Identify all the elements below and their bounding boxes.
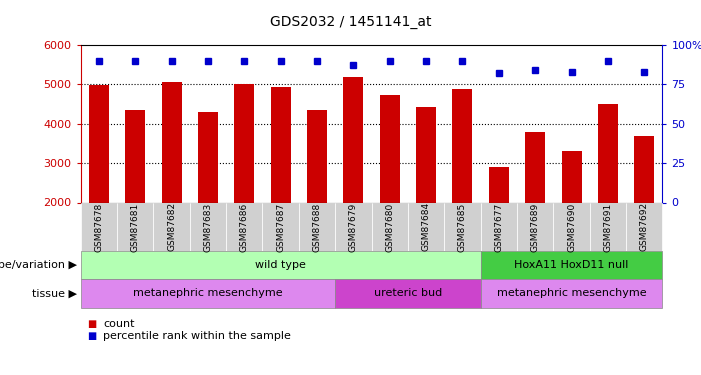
- Text: GSM87688: GSM87688: [313, 202, 322, 252]
- Text: GSM87692: GSM87692: [640, 202, 648, 251]
- Text: GSM87682: GSM87682: [167, 202, 176, 251]
- Bar: [125, 110, 145, 202]
- Text: tissue ▶: tissue ▶: [32, 288, 77, 298]
- Bar: [598, 105, 618, 202]
- Bar: [307, 110, 327, 202]
- Bar: [198, 112, 218, 202]
- Text: GSM87685: GSM87685: [458, 202, 467, 252]
- Bar: [634, 136, 654, 202]
- Text: genotype/variation ▶: genotype/variation ▶: [0, 260, 77, 270]
- Text: GSM87678: GSM87678: [95, 202, 103, 252]
- Text: wild type: wild type: [255, 260, 306, 270]
- Bar: [489, 168, 509, 202]
- Text: ■: ■: [88, 320, 97, 329]
- Bar: [380, 95, 400, 202]
- Text: GSM87677: GSM87677: [494, 202, 503, 252]
- Text: GDS2032 / 1451141_at: GDS2032 / 1451141_at: [270, 15, 431, 29]
- Bar: [416, 107, 436, 202]
- Text: ■: ■: [88, 331, 97, 340]
- Text: GSM87680: GSM87680: [386, 202, 394, 252]
- Text: metanephric mesenchyme: metanephric mesenchyme: [133, 288, 283, 298]
- Text: GSM87683: GSM87683: [203, 202, 212, 252]
- Text: GSM87686: GSM87686: [240, 202, 249, 252]
- Text: ureteric bud: ureteric bud: [374, 288, 442, 298]
- Bar: [89, 85, 109, 202]
- Text: count: count: [103, 320, 135, 329]
- Bar: [525, 132, 545, 202]
- Bar: [271, 87, 291, 202]
- Text: GSM87689: GSM87689: [531, 202, 540, 252]
- Bar: [161, 82, 182, 203]
- Text: percentile rank within the sample: percentile rank within the sample: [103, 331, 291, 340]
- Bar: [562, 151, 582, 202]
- Bar: [234, 84, 254, 203]
- Bar: [452, 90, 472, 202]
- Text: GSM87691: GSM87691: [604, 202, 613, 252]
- Text: GSM87679: GSM87679: [349, 202, 358, 252]
- Text: metanephric mesenchyme: metanephric mesenchyme: [497, 288, 646, 298]
- Text: GSM87687: GSM87687: [276, 202, 285, 252]
- Text: GSM87684: GSM87684: [421, 202, 430, 251]
- Text: HoxA11 HoxD11 null: HoxA11 HoxD11 null: [515, 260, 629, 270]
- Text: GSM87690: GSM87690: [567, 202, 576, 252]
- Bar: [343, 77, 363, 203]
- Text: GSM87681: GSM87681: [130, 202, 139, 252]
